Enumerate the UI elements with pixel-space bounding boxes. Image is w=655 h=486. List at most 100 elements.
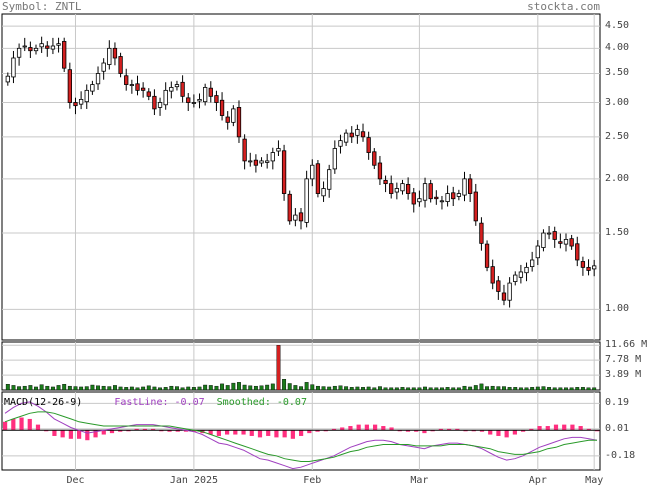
volume-bar bbox=[270, 383, 275, 391]
macd-histogram-bar bbox=[27, 418, 32, 431]
macd-histogram-bar bbox=[290, 430, 295, 439]
macd-histogram-bar bbox=[307, 430, 312, 434]
macd-tick-label: 0.01 bbox=[605, 422, 630, 434]
candle bbox=[248, 160, 253, 163]
candle bbox=[546, 232, 552, 235]
candle bbox=[293, 214, 298, 221]
candle bbox=[592, 265, 597, 270]
candle bbox=[298, 212, 304, 222]
macd-histogram-bar bbox=[249, 430, 254, 436]
candle bbox=[22, 45, 27, 48]
volume-bar bbox=[107, 386, 112, 391]
candle bbox=[242, 138, 247, 162]
candle bbox=[11, 57, 16, 78]
volume-bar bbox=[513, 387, 518, 391]
candle bbox=[62, 41, 67, 69]
macd-smoothed-line bbox=[4, 411, 597, 462]
volume-bar bbox=[253, 385, 258, 391]
volume-bar bbox=[50, 386, 55, 391]
macd-histogram-bar bbox=[504, 430, 509, 438]
volume-bar bbox=[248, 385, 253, 391]
x-tick-label: Mar bbox=[410, 475, 429, 486]
volume-bar bbox=[84, 386, 89, 391]
candle bbox=[355, 129, 360, 136]
macd-histogram-bar bbox=[414, 430, 419, 432]
volume-bar bbox=[417, 387, 422, 391]
volume-bar bbox=[39, 384, 44, 391]
candle bbox=[146, 91, 151, 97]
candle bbox=[259, 160, 264, 164]
volume-tick-label: 7.78 M bbox=[605, 354, 642, 366]
volume-bar bbox=[456, 387, 461, 391]
candle bbox=[33, 47, 39, 52]
candle bbox=[186, 97, 191, 103]
candle bbox=[56, 43, 61, 46]
candle bbox=[473, 191, 478, 222]
volume-bar bbox=[96, 385, 100, 391]
candlestick-series bbox=[5, 36, 597, 308]
volume-bar bbox=[552, 387, 557, 391]
candle bbox=[343, 132, 349, 143]
candle bbox=[67, 69, 72, 103]
macd-histogram-bar bbox=[19, 417, 24, 431]
candle bbox=[524, 266, 529, 274]
candle bbox=[513, 274, 518, 282]
candle bbox=[174, 84, 180, 88]
volume-bar bbox=[118, 386, 123, 391]
volume-bar bbox=[485, 386, 490, 391]
candle bbox=[360, 131, 366, 138]
candle bbox=[321, 188, 326, 197]
volume-bar bbox=[152, 386, 157, 391]
macd-histogram-bar bbox=[257, 430, 263, 438]
volume-bar bbox=[344, 386, 349, 391]
volume-bar bbox=[28, 385, 33, 391]
candle bbox=[518, 271, 524, 278]
volume-bar bbox=[518, 387, 523, 391]
candle bbox=[169, 87, 174, 92]
macd-histogram-bar bbox=[562, 424, 567, 431]
candle bbox=[439, 200, 445, 203]
candle bbox=[197, 98, 202, 102]
candle bbox=[124, 75, 129, 85]
macd-histogram-bar bbox=[282, 430, 287, 438]
candle bbox=[552, 231, 557, 240]
macd-histogram-bar bbox=[545, 426, 550, 431]
candle bbox=[405, 183, 411, 194]
macd-histogram-bar bbox=[512, 430, 517, 435]
candle bbox=[428, 183, 433, 200]
candle bbox=[332, 148, 337, 170]
candle bbox=[535, 245, 540, 259]
candle bbox=[265, 160, 270, 163]
macd-histogram-bar bbox=[241, 430, 246, 435]
macd-histogram-bar bbox=[134, 428, 139, 431]
macd-histogram-bar bbox=[183, 430, 189, 432]
volume-bar bbox=[101, 385, 106, 391]
price-tick-label: 3.00 bbox=[605, 96, 630, 108]
macd-histogram-bar bbox=[521, 430, 526, 432]
macd-histogram-bar bbox=[151, 428, 156, 431]
price-tick-label: 4.00 bbox=[605, 42, 630, 54]
volume-bar bbox=[214, 385, 219, 391]
candle bbox=[490, 266, 495, 284]
macd-histogram-bar bbox=[381, 426, 386, 431]
macd-fast-line bbox=[4, 401, 598, 470]
volume-bar bbox=[530, 387, 535, 391]
price-tick-label: 1.50 bbox=[605, 227, 630, 239]
volume-bar bbox=[332, 385, 337, 391]
macd-histogram-bar bbox=[225, 430, 230, 435]
candle bbox=[208, 87, 213, 97]
macd-histogram-bar bbox=[405, 430, 411, 432]
volume-bar bbox=[564, 387, 568, 391]
macd-histogram-bar bbox=[11, 418, 16, 431]
volume-bar bbox=[56, 385, 61, 391]
candle bbox=[84, 89, 89, 103]
candle bbox=[203, 87, 208, 103]
volume-bar bbox=[361, 387, 365, 391]
candle bbox=[231, 108, 236, 123]
candle bbox=[253, 159, 259, 166]
volume-bar bbox=[197, 386, 202, 391]
candle bbox=[445, 193, 450, 202]
candle bbox=[163, 89, 168, 106]
source-label[interactable]: stockta.com bbox=[527, 0, 600, 13]
macd-histogram-bar bbox=[208, 430, 213, 435]
